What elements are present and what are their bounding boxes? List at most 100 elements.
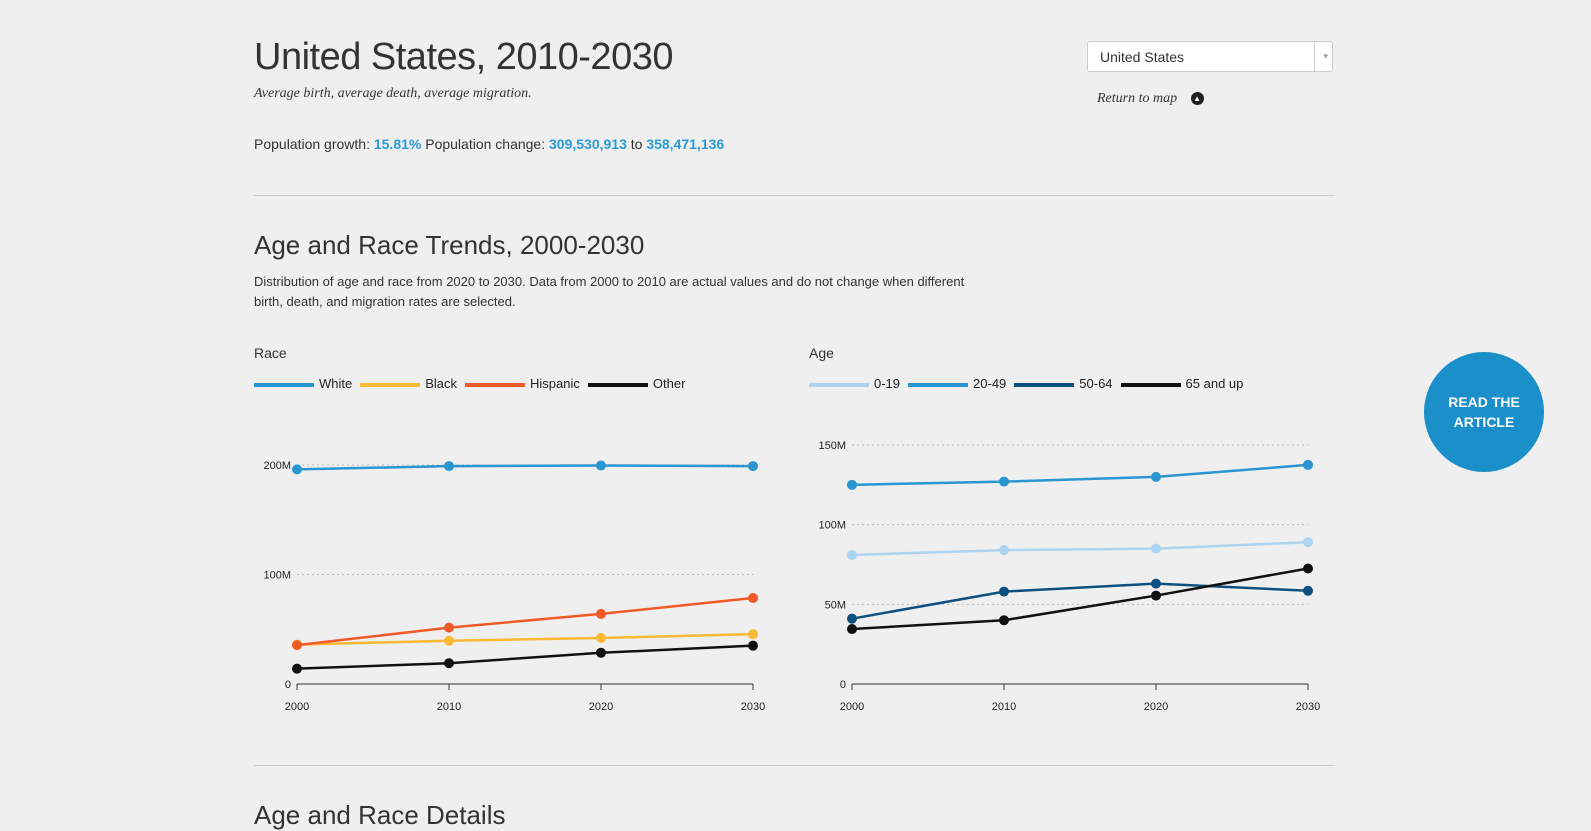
legend-label: White (319, 376, 353, 391)
data-point[interactable] (999, 615, 1009, 626)
select-divider (1314, 42, 1315, 71)
data-point[interactable] (847, 613, 857, 624)
data-point[interactable] (748, 461, 758, 472)
legend-swatch (1120, 382, 1181, 387)
legend-item: Hispanic (465, 376, 580, 391)
y-tick-label: 100M (263, 570, 291, 582)
data-point[interactable] (444, 658, 454, 669)
read-article-label: READ THE ARTICLE (1448, 394, 1520, 430)
age-legend: 0-19 20-49 50-64 65 and up (809, 376, 1251, 391)
legend-item: 20-49 (908, 376, 1006, 391)
data-point[interactable] (444, 622, 454, 633)
legend-swatch (1014, 382, 1075, 387)
section-description: Distribution of age and race from 2020 t… (254, 274, 965, 309)
data-point[interactable] (1151, 578, 1161, 589)
data-point[interactable] (847, 479, 857, 490)
legend-swatch (908, 382, 969, 387)
y-tick-label: 100M (818, 520, 846, 532)
data-point[interactable] (596, 608, 606, 619)
y-tick-label: 50M (825, 599, 846, 611)
x-tick-label: 2010 (992, 701, 1016, 713)
data-point[interactable] (292, 640, 302, 651)
data-point[interactable] (444, 635, 454, 646)
legend-label: 0-19 (874, 376, 901, 391)
legend-swatch (587, 382, 648, 387)
chevron-up-circle-icon: ▲ (1190, 92, 1204, 105)
legend-label: 20-49 (973, 376, 1007, 391)
x-tick-label: 2030 (1296, 701, 1320, 713)
legend-swatch (360, 382, 421, 387)
series-line-white (296, 464, 754, 471)
x-tick-label: 2000 (285, 701, 309, 713)
data-point[interactable] (444, 461, 454, 472)
data-point[interactable] (1303, 459, 1313, 470)
age-chart-title: Age (809, 345, 834, 361)
change-from-value: 309,530,913 (549, 136, 627, 152)
legend-label: Other (652, 376, 686, 391)
legend-item: White (254, 376, 352, 391)
chevron-down-icon: ▾ (1323, 51, 1328, 61)
y-tick-label: 150M (818, 440, 846, 452)
next-section-title: Age and Race Details (254, 800, 506, 830)
data-point[interactable] (596, 633, 606, 644)
growth-value: 15.81% (373, 136, 422, 152)
legend-label: Black (425, 376, 458, 391)
read-article-button[interactable]: READ THE ARTICLE (1424, 352, 1544, 472)
legend-item: 0-19 (809, 376, 900, 391)
legend-swatch (809, 382, 869, 387)
data-point[interactable] (596, 460, 606, 471)
legend-label: Hispanic (530, 376, 580, 391)
data-point[interactable] (1151, 471, 1161, 482)
data-point[interactable] (596, 647, 606, 658)
data-point[interactable] (748, 629, 758, 640)
series-line-65-and-up (851, 567, 1309, 631)
data-point[interactable] (1303, 537, 1313, 548)
data-point[interactable] (847, 624, 857, 635)
age-line-chart: 0 50M 100M 150M 2000 2010 2020 2030 (818, 440, 1320, 713)
series-line-black (296, 632, 754, 646)
x-tick-label: 2030 (741, 701, 765, 713)
data-point[interactable] (847, 549, 857, 560)
legend-item: Black (360, 376, 457, 391)
data-point[interactable] (748, 593, 758, 604)
data-point[interactable] (1151, 590, 1161, 601)
divider (254, 195, 1335, 196)
legend-item: 65 and up (1120, 376, 1243, 391)
data-point[interactable] (1303, 563, 1313, 574)
data-point[interactable] (999, 545, 1009, 556)
region-select-value: United States (1100, 49, 1185, 65)
x-tick-label: 2020 (589, 701, 613, 713)
legend-item: 50-64 (1014, 376, 1113, 391)
data-point[interactable] (1151, 543, 1161, 554)
data-point[interactable] (999, 476, 1009, 487)
y-tick-label: 200M (263, 460, 291, 472)
series-line-other (296, 644, 754, 670)
legend-swatch (254, 382, 314, 387)
change-label: Population change: (425, 136, 546, 152)
race-chart-title: Race (254, 345, 287, 361)
race-legend: White Black Hispanic Other (254, 376, 693, 391)
legend-label: 50-64 (1079, 376, 1113, 391)
y-tick-label: 0 (285, 679, 291, 691)
data-point[interactable] (1303, 585, 1313, 596)
race-line-chart: 0 100M 200M 2000 2010 2020 2030 (263, 460, 765, 713)
legend-swatch (465, 382, 526, 387)
data-point[interactable] (292, 663, 302, 674)
change-to-word: to (630, 136, 643, 152)
data-point[interactable] (999, 586, 1009, 597)
section-title: Age and Race Trends, 2000-2030 (254, 230, 645, 260)
page-title: United States, 2010-2030 (254, 36, 673, 78)
divider (254, 765, 1335, 766)
return-to-map-link[interactable]: Return to map ▲ (1097, 91, 1204, 107)
series-line-hispanic (296, 596, 754, 647)
series-line-50-64 (851, 582, 1309, 620)
y-tick-label: 0 (840, 679, 846, 691)
data-point[interactable] (292, 464, 302, 475)
x-tick-label: 2000 (840, 701, 864, 713)
series-line-0-19 (851, 540, 1309, 557)
region-select[interactable]: United States ▾ (1087, 41, 1333, 72)
data-point[interactable] (748, 640, 758, 651)
x-tick-label: 2020 (1144, 701, 1168, 713)
page-subtitle: Average birth, average death, average mi… (254, 86, 532, 101)
return-to-map-label: Return to map (1097, 91, 1178, 106)
